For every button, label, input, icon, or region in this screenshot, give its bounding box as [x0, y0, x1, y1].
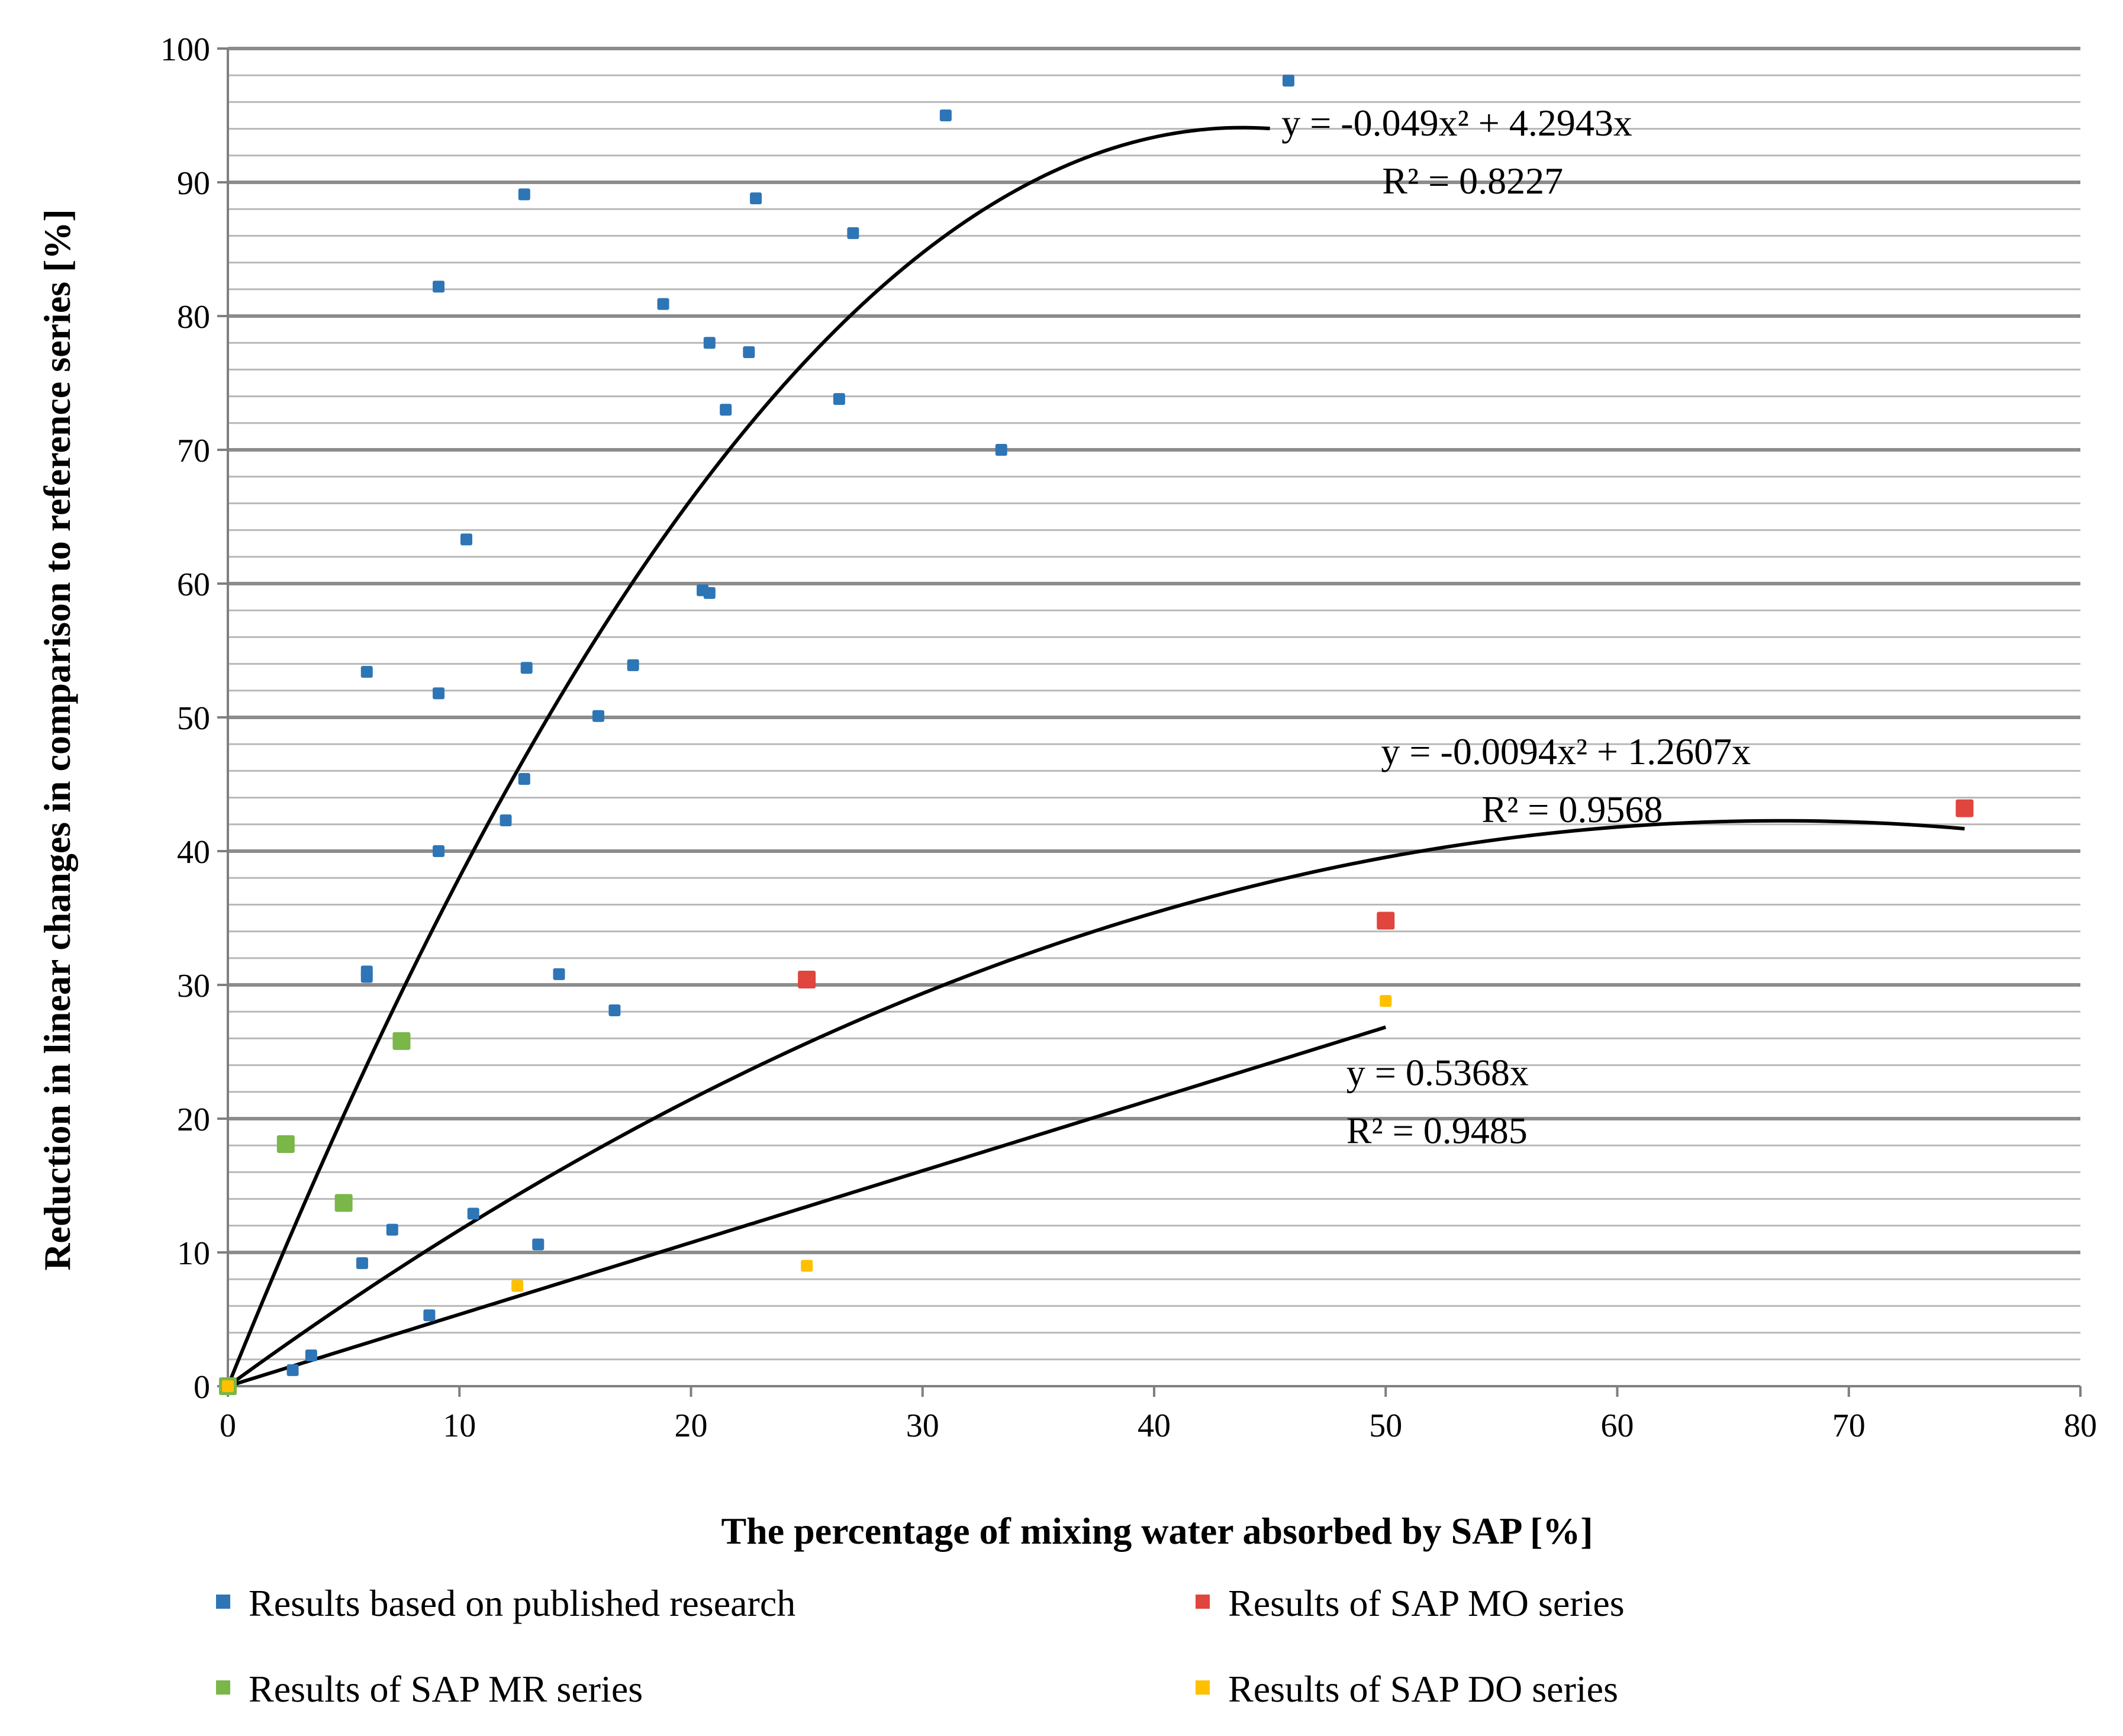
data-point-series-3 — [276, 1135, 295, 1153]
trendline-equations: y = -0.049x² + 4.2943x R² = 0.8227 y = -0.… — [1281, 102, 1751, 1152]
x-tick-label: 50 — [1369, 1408, 1402, 1444]
y-tick-label: 80 — [177, 299, 210, 336]
data-point-series-1 — [703, 337, 716, 349]
trendlines — [226, 125, 1965, 1388]
y-tick-label: 0 — [194, 1369, 210, 1406]
data-point-series-1 — [386, 1223, 398, 1236]
legend: Results based on published research Resul… — [216, 1582, 1625, 1710]
y-tick-label: 40 — [177, 834, 210, 871]
legend-marker — [216, 1595, 230, 1609]
legend-label: Results of SAP MR series — [249, 1668, 643, 1710]
axes — [217, 49, 2080, 1397]
y-tick-label: 60 — [177, 566, 210, 603]
data-point-series-2 — [1377, 912, 1395, 930]
y-tick-label: 70 — [177, 433, 210, 469]
data-point-series-1 — [703, 587, 716, 599]
x-tick-label: 70 — [1832, 1408, 1866, 1444]
trendline-r2-1: R² = 0.8227 — [1382, 160, 1563, 202]
x-tick-label: 80 — [2064, 1408, 2097, 1444]
data-point-series-2 — [798, 970, 816, 988]
trendline-1 — [226, 125, 1270, 1387]
data-point-series-4 — [222, 1380, 234, 1392]
legend-item: Results of SAP DO series — [1196, 1668, 1618, 1710]
data-point-series-1 — [433, 281, 445, 293]
data-point-series-1 — [423, 1309, 436, 1322]
y-tick-label: 20 — [177, 1101, 210, 1138]
data-point-series-1 — [995, 444, 1007, 456]
x-axis-ticks: 0 10 20 30 40 50 60 70 80 — [220, 1386, 2097, 1444]
data-point-series-4 — [511, 1280, 524, 1292]
y-tick-label: 90 — [177, 165, 210, 202]
legend-label: Results based on published research — [249, 1582, 795, 1624]
data-point-series-1 — [520, 662, 533, 674]
data-point-series-1 — [847, 227, 859, 239]
data-point-series-1 — [592, 710, 604, 722]
data-point-series-1 — [356, 1257, 368, 1270]
data-point-series-1 — [532, 1238, 545, 1251]
x-tick-label: 20 — [675, 1408, 708, 1444]
x-tick-label: 30 — [906, 1408, 939, 1444]
data-point-series-1 — [608, 1004, 621, 1016]
y-axis-ticks: 0 10 20 30 40 50 60 70 80 90 100 — [160, 31, 228, 1406]
y-tick-label: 50 — [177, 700, 210, 737]
legend-item: Results of SAP MO series — [1196, 1582, 1625, 1624]
data-point-series-1 — [500, 814, 512, 827]
x-tick-label: 60 — [1601, 1408, 1634, 1444]
legend-marker — [1196, 1680, 1210, 1695]
data-point-series-1 — [720, 404, 732, 416]
x-tick-label: 10 — [443, 1408, 476, 1444]
trendline-3 — [227, 1025, 1387, 1388]
data-points — [219, 75, 1974, 1395]
data-point-series-1 — [467, 1207, 479, 1220]
data-point-series-1 — [433, 845, 445, 857]
data-point-series-1 — [360, 971, 373, 983]
data-point-series-1 — [833, 393, 845, 405]
y-tick-label: 100 — [160, 31, 210, 68]
legend-label: Results of SAP DO series — [1228, 1668, 1618, 1710]
trendline-equation-2: y = -0.0094x² + 1.2607x — [1381, 730, 1751, 772]
x-tick-label: 40 — [1138, 1408, 1171, 1444]
minor-gridlines — [228, 74, 2080, 1361]
legend-label: Results of SAP MO series — [1228, 1582, 1625, 1624]
data-point-series-1 — [553, 968, 565, 980]
data-point-series-1 — [657, 298, 669, 310]
legend-item: Results of SAP MR series — [216, 1668, 643, 1710]
data-point-series-3 — [392, 1032, 411, 1050]
y-tick-label: 30 — [177, 968, 210, 1004]
trendline-2 — [227, 819, 1965, 1388]
trendline-equation-1: y = -0.049x² + 4.2943x — [1281, 102, 1632, 144]
data-point-series-1 — [518, 188, 530, 201]
major-gridlines — [228, 47, 2080, 1254]
data-point-series-2 — [1956, 799, 1974, 817]
data-point-series-1 — [433, 687, 445, 700]
legend-marker — [216, 1680, 230, 1695]
data-point-series-1 — [627, 659, 639, 671]
data-point-series-1 — [939, 109, 952, 121]
data-point-series-1 — [305, 1349, 317, 1362]
data-point-series-1 — [1282, 75, 1294, 87]
legend-item: Results based on published research — [216, 1582, 795, 1624]
data-point-series-1 — [518, 772, 530, 785]
data-point-series-4 — [801, 1260, 813, 1272]
legend-marker — [1196, 1595, 1210, 1609]
trendline-r2-2: R² = 0.9568 — [1481, 788, 1663, 830]
data-point-series-1 — [360, 666, 373, 678]
data-point-series-1 — [286, 1364, 299, 1376]
x-axis-title: The percentage of mixing water absorbed … — [721, 1510, 1593, 1552]
y-axis-title: Reduction in linear changes in compariso… — [36, 209, 78, 1271]
trendline-equation-3: y = 0.5368x — [1346, 1052, 1529, 1094]
data-point-series-3 — [334, 1194, 353, 1212]
data-point-series-4 — [1380, 995, 1392, 1007]
y-tick-label: 10 — [177, 1235, 210, 1272]
data-point-series-1 — [750, 192, 762, 205]
data-point-series-1 — [743, 346, 755, 359]
trendline-r2-3: R² = 0.9485 — [1346, 1110, 1528, 1152]
data-point-series-1 — [460, 533, 472, 546]
x-tick-label: 0 — [220, 1408, 236, 1444]
